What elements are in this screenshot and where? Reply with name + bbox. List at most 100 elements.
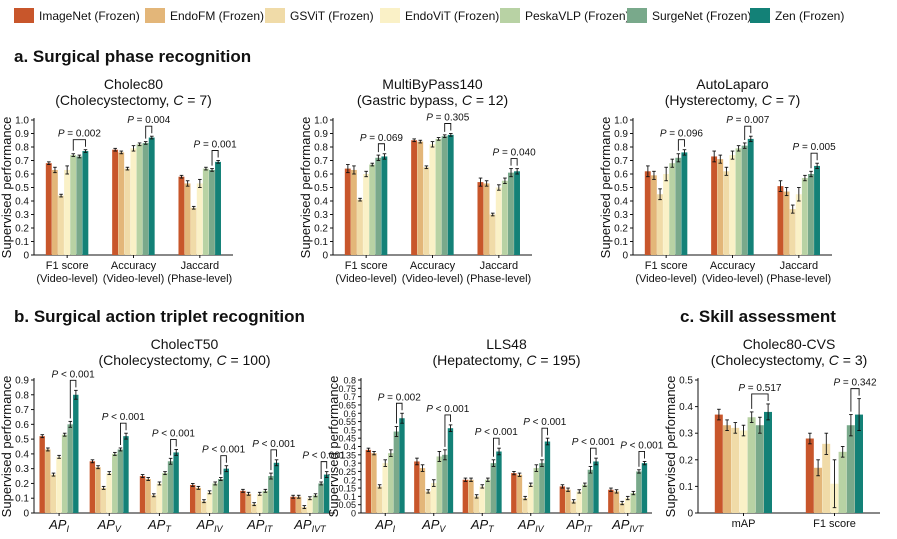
- bar: [501, 180, 508, 255]
- bar: [789, 209, 796, 255]
- x-tick-label: API: [374, 517, 395, 534]
- bar: [369, 164, 376, 255]
- chart-title: Cholec80: [104, 76, 163, 92]
- x-tick-label: APIV: [196, 517, 224, 534]
- y-tick-label: 0.5: [15, 435, 29, 446]
- x-tick-label: APT: [470, 517, 495, 534]
- bar: [485, 479, 491, 513]
- bar: [814, 467, 822, 513]
- x-tick-label: API: [48, 517, 69, 534]
- y-tick-label: 0.3: [314, 210, 328, 221]
- p-value-label: P < 0.001: [52, 369, 96, 380]
- x-tick-label: (Video-level): [103, 273, 165, 285]
- bar: [805, 438, 814, 513]
- bar: [184, 183, 191, 255]
- bar: [45, 449, 51, 513]
- significance-bracket: [590, 447, 597, 464]
- p-value-label: P = 0.001: [194, 140, 238, 151]
- bar: [301, 507, 307, 513]
- y-tick-label: 0.2: [614, 224, 628, 235]
- bar: [657, 194, 663, 255]
- chart-title: CholecT50: [151, 336, 219, 352]
- section-title-c: c. Skill assessment: [680, 307, 836, 326]
- bar: [650, 175, 657, 255]
- significance-bracket: [444, 414, 451, 447]
- y-tick-label: 0.1: [15, 237, 29, 248]
- bar: [167, 461, 174, 513]
- y-tick-label: 0.4: [15, 197, 29, 208]
- significance-bracket: [510, 158, 518, 166]
- bar: [741, 145, 748, 255]
- bar: [423, 167, 430, 255]
- x-tick-label: APV: [97, 517, 122, 534]
- y-tick-label: 0.8: [15, 143, 29, 154]
- bar: [559, 486, 566, 513]
- p-value-label: P = 0.040: [493, 148, 537, 159]
- bar: [630, 493, 636, 513]
- significance-bracket: [211, 150, 219, 166]
- chart-cholec80-cvs: Cholec80-CVS(Cholecystectomy, C = 3) Supe…: [663, 336, 880, 530]
- y-tick-label: 0.8: [15, 390, 29, 401]
- y-tick-label: 1.0: [314, 116, 328, 127]
- bar: [223, 468, 229, 513]
- x-tick-label: APIT: [246, 517, 274, 534]
- bar: [399, 418, 405, 513]
- y-tick-label: 0.5: [614, 183, 628, 194]
- bar: [582, 484, 588, 513]
- chart-subtitle: (Cholecystectomy, C = 100): [98, 352, 270, 368]
- bar: [67, 424, 73, 513]
- y-tick-label: 0.3: [614, 210, 628, 221]
- bar: [58, 195, 64, 255]
- chart-multibypass140: MultiByPass140(Gastric bypass, C = 12) Su…: [298, 76, 536, 285]
- bar: [39, 436, 45, 513]
- bar: [755, 425, 764, 513]
- legend-swatch: [265, 8, 285, 23]
- y-tick-label: 0.3: [679, 429, 693, 440]
- y-tick-label: 0.4: [15, 449, 29, 460]
- y-tick-label: 0.8: [314, 143, 328, 154]
- x-tick-label: APT: [147, 517, 172, 534]
- y-axis-label: Supervised performance: [298, 117, 313, 259]
- y-tick-label: 0.7: [614, 156, 628, 167]
- significance-bracket: [220, 455, 227, 475]
- bar: [425, 491, 431, 513]
- chart-subtitle: (Cholecystectomy, C = 3): [711, 352, 868, 368]
- bar: [747, 138, 754, 255]
- bar: [381, 156, 388, 255]
- legend: ImageNet (Frozen) EndoFM (Frozen) GSViT (F…: [14, 8, 844, 23]
- bar: [173, 452, 179, 513]
- y-tick-label: 0.1: [15, 494, 29, 505]
- y-tick-label: 0: [687, 509, 693, 520]
- bar: [256, 493, 263, 513]
- y-tick-label: 0.2: [314, 224, 328, 235]
- x-tick-label: APIVT: [293, 517, 327, 534]
- bar: [50, 474, 57, 513]
- y-tick-label: 0: [23, 509, 29, 520]
- chart-subtitle: (Hysterectomy, C = 7): [665, 92, 801, 108]
- significance-bracket: [270, 449, 277, 471]
- bar: [731, 427, 740, 513]
- y-tick-label: 0: [351, 509, 356, 519]
- bar: [527, 484, 534, 513]
- legend-label: PeskaVLP (Frozen): [525, 9, 630, 23]
- bar: [251, 504, 257, 513]
- bar: [441, 136, 448, 255]
- bar: [636, 471, 642, 513]
- y-tick-label: 0.7: [314, 156, 328, 167]
- x-tick-label: Accuracy: [111, 260, 157, 272]
- bar: [587, 469, 594, 513]
- bar: [365, 449, 372, 513]
- chart-title: MultiByPass140: [382, 76, 483, 92]
- bar: [675, 157, 682, 255]
- bar: [723, 171, 730, 255]
- bar: [544, 441, 551, 513]
- bar: [747, 417, 756, 513]
- chart-autolaparo: AutoLaparo(Hysterectomy, C = 7) Supervise…: [598, 76, 836, 285]
- bar: [473, 496, 480, 513]
- bar: [429, 144, 436, 255]
- bar: [82, 151, 89, 255]
- bar: [801, 178, 808, 255]
- x-tick-label: Jaccard: [480, 260, 519, 272]
- x-tick-label: (Phase-level): [766, 273, 831, 285]
- bar: [156, 483, 163, 513]
